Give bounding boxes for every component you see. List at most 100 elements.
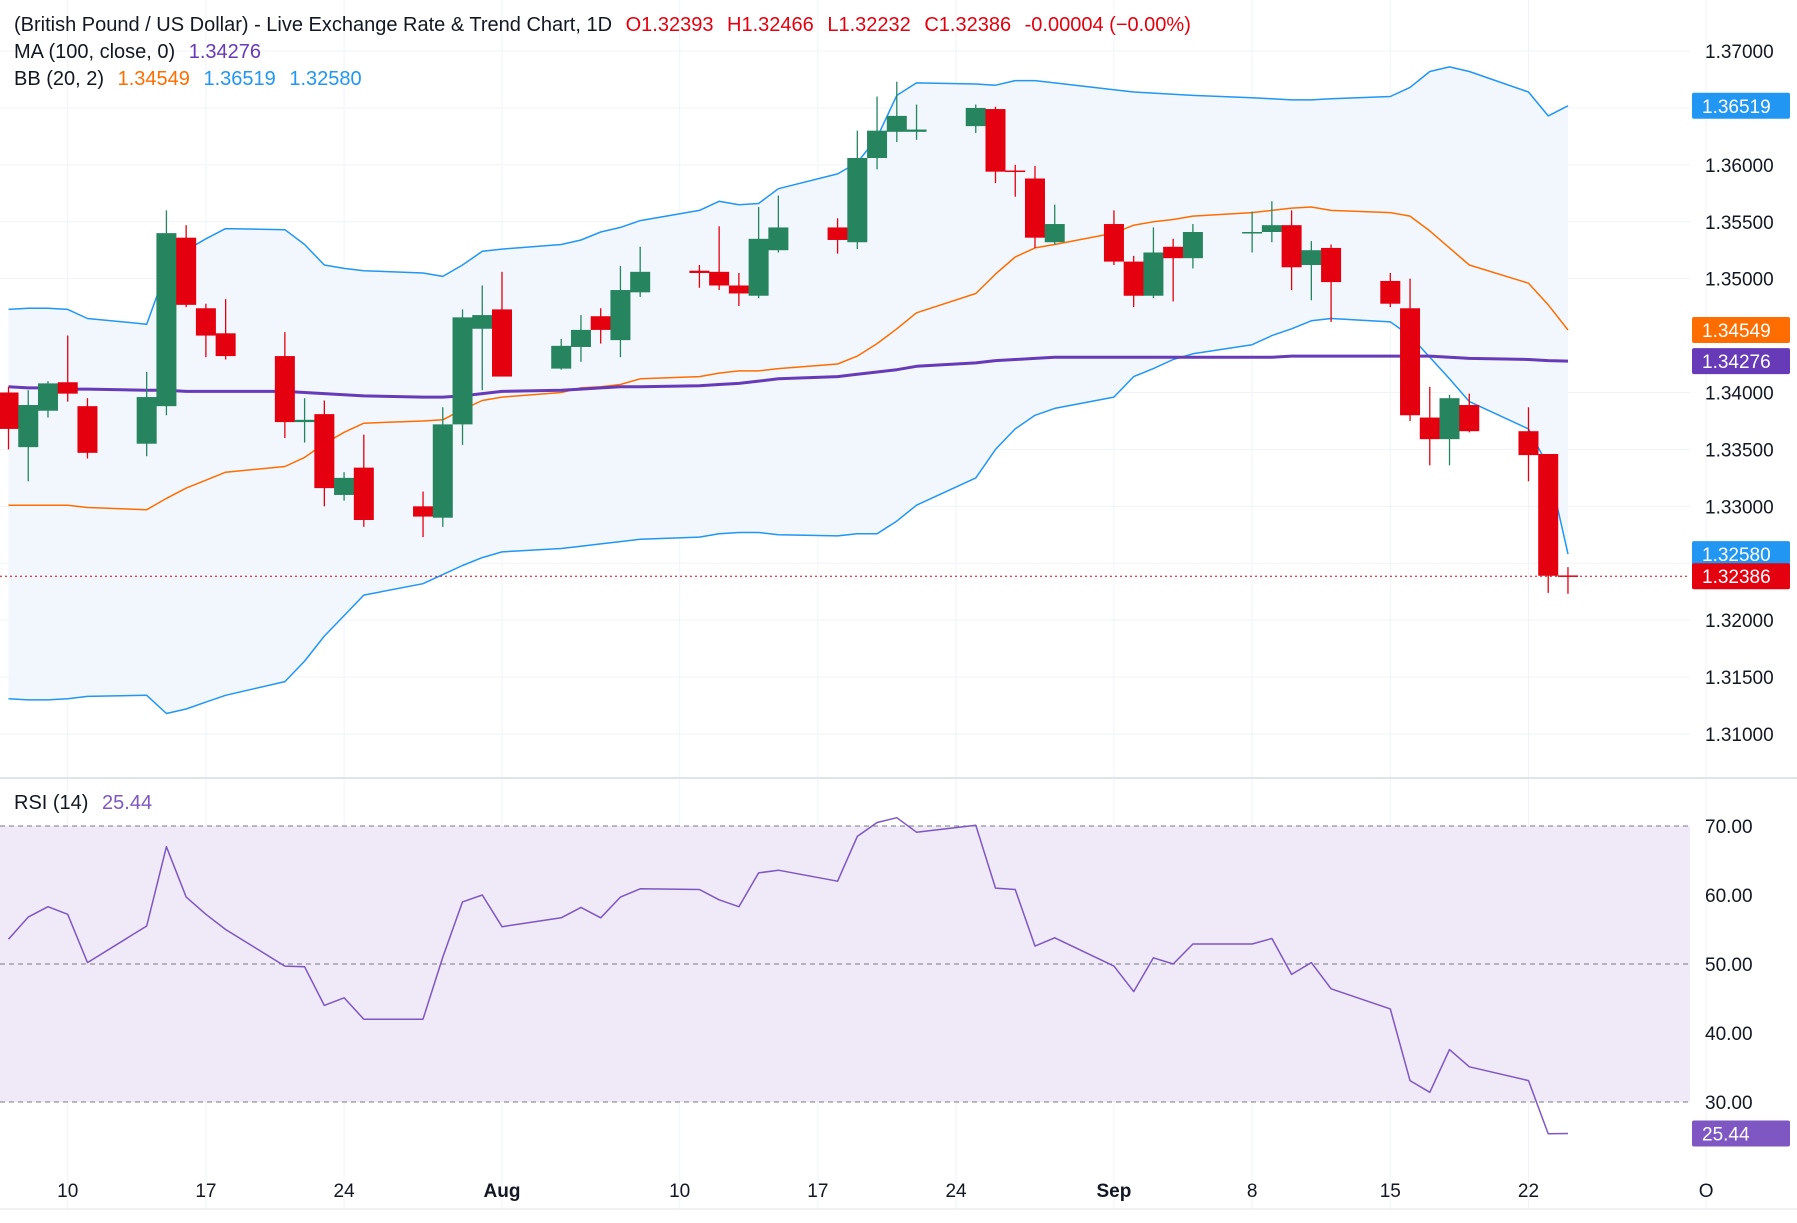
indicator-lines (0, 66, 1690, 1135)
candle[interactable] (1518, 407, 1539, 482)
candle[interactable] (689, 265, 710, 288)
candle[interactable] (1321, 244, 1342, 322)
candle[interactable] (1400, 278, 1421, 421)
candle-body (1380, 280, 1401, 304)
candle-body (748, 238, 769, 296)
candle[interactable] (492, 271, 512, 377)
time-tick-label: 17 (807, 1181, 828, 1202)
candle[interactable] (452, 309, 473, 445)
candle-body (432, 424, 453, 518)
candle[interactable] (1419, 386, 1440, 466)
candle[interactable] (610, 266, 631, 358)
candle-body (1400, 308, 1421, 416)
candle[interactable] (847, 130, 868, 250)
bb-mid-tag[interactable]: 1.34549 (1692, 317, 1790, 344)
price-tick-label: 1.31000 (1705, 725, 1774, 746)
candle-body (1261, 225, 1282, 232)
time-tick-label: O (1699, 1181, 1714, 1202)
candle[interactable] (728, 272, 749, 306)
close-price-tag[interactable]: 1.32386 (1692, 563, 1790, 590)
price-tick-label: 1.31500 (1705, 668, 1774, 689)
candle[interactable] (215, 299, 236, 360)
candle[interactable] (0, 386, 19, 450)
candle[interactable] (413, 491, 434, 538)
candle-body (1281, 225, 1302, 268)
candle[interactable] (1380, 272, 1401, 308)
candle-body (0, 392, 19, 429)
candle[interactable] (1123, 255, 1144, 308)
rsi-legend[interactable]: RSI (14) 25.44 (14, 790, 160, 816)
time-tick-label: 10 (57, 1181, 78, 1202)
bb-lower-tag-text: 1.32580 (1702, 545, 1771, 566)
candle[interactable] (1459, 393, 1480, 433)
candle-body (768, 227, 789, 251)
candle[interactable] (353, 434, 374, 527)
candle[interactable] (1103, 210, 1124, 266)
candle[interactable] (432, 407, 453, 527)
candle[interactable] (274, 332, 295, 439)
candle[interactable] (195, 303, 216, 358)
candle[interactable] (1439, 394, 1460, 466)
bb-upper-tag[interactable]: 1.36519 (1692, 92, 1790, 119)
candle[interactable] (156, 210, 177, 416)
ma-legend[interactable]: MA (100, close, 0) 1.34276 (14, 39, 269, 65)
candle[interactable] (18, 390, 39, 482)
candle[interactable] (1024, 165, 1045, 248)
ma-tag[interactable]: 1.34276 (1692, 348, 1790, 375)
candle[interactable] (37, 381, 58, 418)
candle[interactable] (965, 104, 986, 133)
candle[interactable] (334, 472, 355, 501)
bb-mid-value: 1.34549 (117, 68, 190, 90)
candle[interactable] (827, 218, 848, 254)
candle[interactable] (570, 315, 591, 362)
candle[interactable] (886, 81, 907, 143)
candle[interactable] (590, 308, 611, 344)
candle[interactable] (768, 195, 789, 253)
candle[interactable] (1005, 164, 1026, 197)
candle-body (906, 129, 927, 132)
candle[interactable] (906, 104, 927, 140)
candle[interactable] (1163, 238, 1184, 302)
rsi-tag[interactable]: 25.44 (1692, 1120, 1790, 1147)
candle-body (965, 107, 986, 127)
time-tick-label: Aug (484, 1181, 521, 1202)
candle[interactable] (1538, 453, 1559, 593)
candle[interactable] (314, 400, 335, 507)
candle[interactable] (472, 285, 493, 391)
candle[interactable] (551, 338, 572, 370)
candle-body (827, 227, 848, 240)
candle[interactable] (1044, 204, 1065, 245)
candle-body (18, 405, 39, 448)
candle[interactable] (1281, 210, 1302, 291)
candle[interactable] (709, 226, 730, 291)
candle-body (570, 329, 591, 347)
candle[interactable] (1182, 224, 1203, 269)
candle[interactable] (630, 246, 651, 297)
candle[interactable] (1242, 211, 1263, 253)
price-tick-label: 1.33500 (1705, 440, 1774, 461)
candle[interactable] (1261, 201, 1282, 243)
candle[interactable] (985, 106, 1006, 184)
candle-body (136, 397, 157, 444)
candle[interactable] (748, 206, 769, 299)
candle-body (709, 271, 730, 286)
close-price-tag-box (1692, 563, 1790, 590)
ma-tag-box (1692, 348, 1790, 375)
candle[interactable] (1143, 227, 1164, 299)
candle-body (630, 271, 651, 293)
candle[interactable] (136, 372, 157, 457)
candle-body (77, 406, 98, 453)
candle[interactable] (1557, 567, 1578, 594)
bb-lower-line (8, 317, 1569, 715)
candle-body (985, 109, 1006, 172)
candle[interactable] (1301, 241, 1322, 301)
candle[interactable] (867, 96, 888, 170)
candle[interactable] (77, 398, 98, 459)
candle[interactable] (57, 335, 78, 402)
bb-lower-tag[interactable]: 1.32580 (1692, 541, 1790, 568)
ma-label: MA (100, close, 0) (14, 41, 176, 63)
candle[interactable] (294, 398, 315, 443)
bb-legend[interactable]: BB (20, 2) 1.34549 1.36519 1.32580 (14, 66, 370, 92)
candle[interactable] (176, 225, 197, 308)
